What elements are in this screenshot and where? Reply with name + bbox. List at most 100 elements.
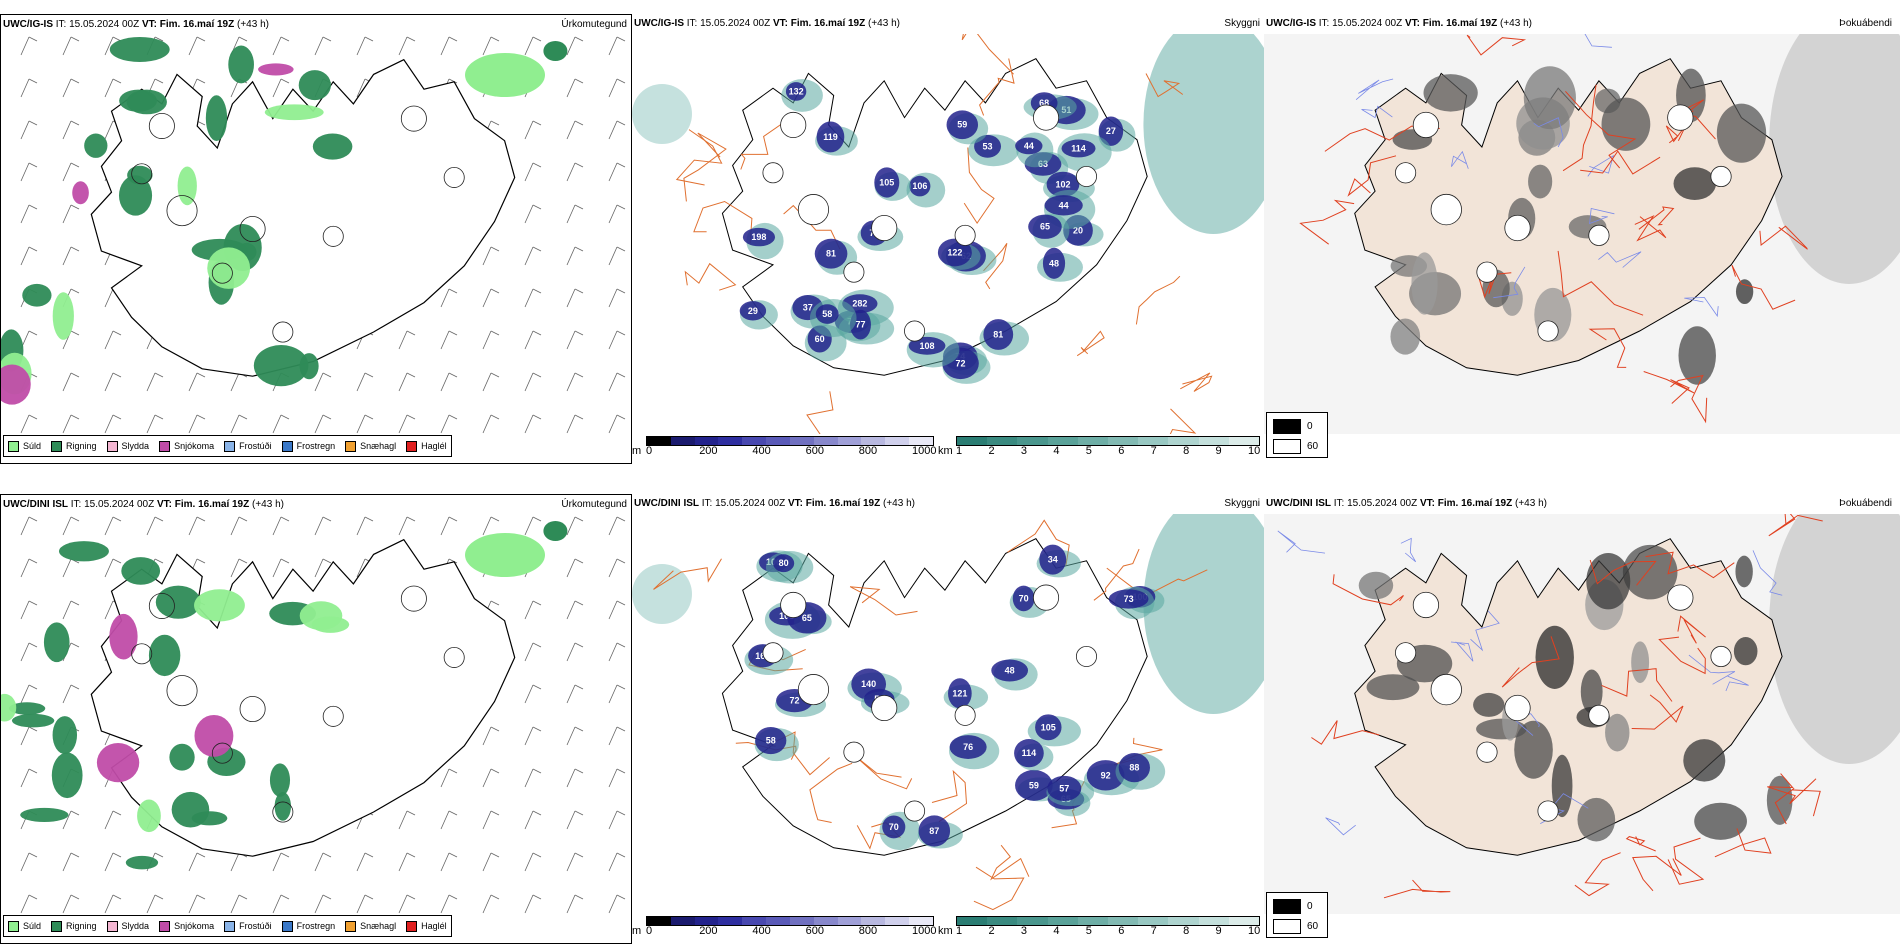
cloud-title: UWC/DINI ISL IT: 15.05.2024 00Z VT: Fim.… — [634, 498, 915, 509]
precip-map — [1, 516, 626, 914]
legend-swatch — [281, 920, 293, 932]
cloud-base-value: 122 — [947, 247, 962, 257]
wind-barb — [272, 414, 282, 434]
wind-barb-flag — [280, 78, 290, 84]
wind-barb — [482, 288, 492, 308]
wind-barb — [608, 204, 618, 224]
glacier-outline — [239, 215, 266, 242]
road — [1645, 551, 1735, 579]
legend-item: Súld — [8, 440, 41, 452]
cloud-base-area — [1108, 589, 1149, 609]
cloud-base-area — [1047, 775, 1082, 801]
road — [1658, 636, 1706, 675]
cloud-base-area — [1015, 769, 1053, 801]
iceland-outline — [90, 538, 516, 857]
glacier-outline — [1476, 741, 1498, 763]
wind-barb — [20, 726, 30, 746]
sea-fog-shading — [1769, 514, 1900, 764]
precip-type-label: Úrkomutegund — [561, 499, 627, 510]
wind-barb-flag — [70, 120, 80, 126]
wind-barb-flag — [70, 600, 80, 606]
wind-barb-flag — [490, 810, 500, 816]
fog-index-area — [1523, 66, 1576, 130]
cloud-base-value: 60 — [815, 334, 825, 344]
legend-item: Snæhagl — [345, 920, 396, 932]
wind-barb — [440, 810, 450, 830]
wind-barb — [314, 516, 324, 536]
cloud-base-area — [874, 167, 900, 198]
wind-barb — [608, 684, 618, 704]
wind-barb — [398, 36, 408, 56]
wind-barb — [62, 162, 72, 182]
wind-barb-flag — [154, 78, 164, 84]
fog-map — [1264, 34, 1900, 434]
wind-barb — [272, 516, 282, 536]
wind-barb-flag — [112, 852, 122, 858]
fog-index-area — [1678, 326, 1716, 385]
cloud-base-value: 198 — [751, 232, 766, 242]
cloud-base-area — [785, 82, 807, 101]
cloud-base-area — [816, 121, 845, 153]
wind-barb — [566, 600, 576, 620]
precip-area — [11, 713, 55, 728]
wind-barb-flag — [280, 558, 290, 564]
precip-area — [298, 70, 331, 101]
glacier-outline — [131, 163, 153, 185]
precip-area — [269, 763, 291, 797]
cloud-base-value: 44 — [1024, 141, 1034, 151]
wind-barb-flag — [112, 558, 122, 564]
cloud-base-value: 106 — [912, 181, 927, 191]
river — [1450, 641, 1474, 662]
wind-barb — [314, 894, 324, 914]
wind-barb — [356, 516, 366, 536]
road — [973, 866, 1025, 911]
fog-index-area — [1622, 544, 1678, 600]
glacier-outline — [443, 166, 465, 188]
wind-barb-flag — [364, 36, 374, 42]
wind-barb — [608, 852, 618, 872]
wind-barb-flag — [616, 516, 626, 522]
colorbar-tick: 5 — [1085, 445, 1092, 457]
legend-item: Snjókoma — [159, 920, 215, 932]
wind-barb — [230, 372, 240, 392]
glacier-outline — [954, 224, 976, 246]
wind-barb — [524, 204, 534, 224]
precip-area — [43, 622, 70, 663]
wind-barb-flag — [238, 36, 248, 42]
road — [1562, 84, 1597, 172]
cloud-base-value: 92 — [1101, 770, 1111, 780]
wind-barb — [104, 516, 114, 536]
precip-panel-igis: UWC/IG-IS IT: 15.05.2024 00Z VT: Fim. 16… — [0, 14, 632, 464]
glacier-outline — [780, 111, 807, 139]
wind-barb-flag — [532, 600, 542, 606]
road — [1677, 615, 1706, 644]
precip-area — [155, 585, 201, 619]
cloud-base-area — [773, 554, 795, 573]
wind-barb — [482, 372, 492, 392]
legend-label: Snjókoma — [174, 921, 215, 931]
cloud-base-value: 65 — [802, 613, 812, 623]
glacier-outline — [762, 162, 784, 184]
glacier-outline — [871, 694, 898, 722]
wind-barb-flag — [490, 726, 500, 732]
wind-barb — [20, 120, 30, 140]
river — [1598, 251, 1642, 268]
sea-fog-shading — [1769, 34, 1900, 284]
cloud-base-value: 132 — [789, 86, 804, 96]
road — [1634, 215, 1667, 242]
cloud-base-area — [983, 319, 1014, 350]
road — [931, 769, 968, 823]
sea-fog-area — [1143, 514, 1264, 714]
cloud-base-value: 77 — [856, 320, 866, 330]
wind-barb-flag — [70, 246, 80, 252]
precip-area — [228, 45, 254, 84]
cloud-panel-igis: UWC/IG-IS IT: 15.05.2024 00Z VT: Fim. 16… — [632, 14, 1264, 464]
wind-barb — [566, 894, 576, 914]
wind-barb — [188, 852, 198, 872]
wind-barb — [566, 288, 576, 308]
cloud-base-area — [948, 678, 972, 709]
wind-barb-flag — [532, 852, 542, 858]
wind-barb-flag — [70, 78, 80, 84]
wind-barb — [20, 162, 30, 182]
road — [963, 147, 995, 225]
